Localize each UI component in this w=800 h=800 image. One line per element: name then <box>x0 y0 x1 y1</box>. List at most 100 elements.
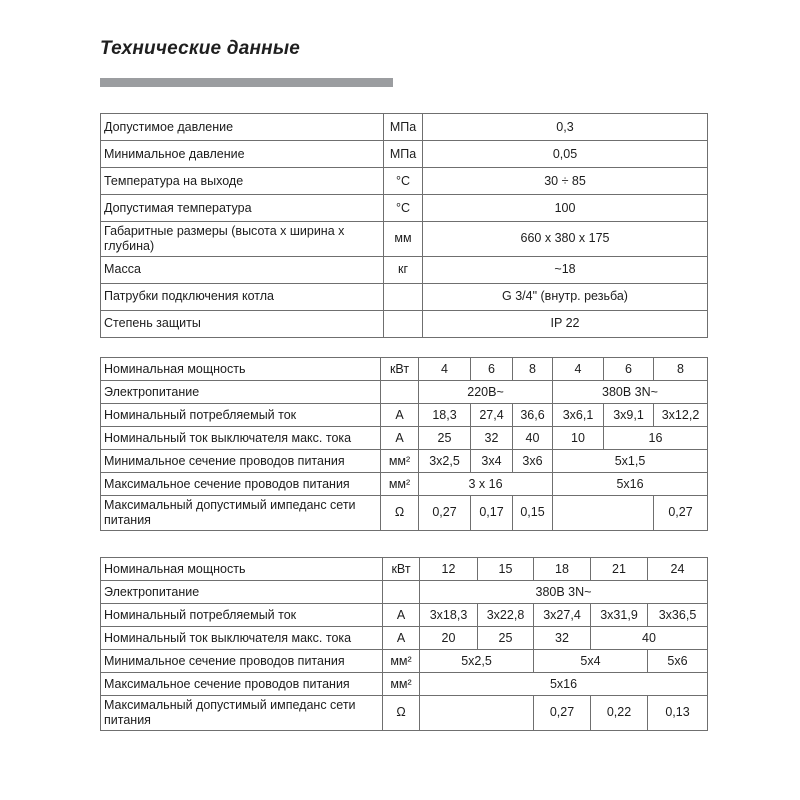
table-row: Номинальный ток выключателя макс. тока А 2… <box>100 426 708 450</box>
spec-value: 16 <box>603 426 708 450</box>
spec-value: 40 <box>590 626 708 650</box>
spec-value: 21 <box>590 557 648 581</box>
table-row: Максимальный допустимый импеданс сети пи… <box>100 495 708 531</box>
spec-unit: °С <box>383 194 423 222</box>
spec-unit: мм² <box>382 649 420 673</box>
spec-value: 32 <box>533 626 591 650</box>
spec-value: 5х16 <box>552 472 708 496</box>
table-row: Максимальное сечение проводов питания мм²… <box>100 672 708 696</box>
spec-value: 380В 3N~ <box>552 380 708 404</box>
spec-value: 3х36,5 <box>647 603 708 627</box>
table-row: Электропитание 220В~ 380В 3N~ <box>100 380 708 404</box>
power-specs-table-12-24kw: Номинальная мощность кВт 12 15 18 21 24 Электро… <box>100 557 708 731</box>
spec-value: 36,6 <box>512 403 553 427</box>
spec-value: 30 ÷ 85 <box>422 167 708 195</box>
spec-unit: МПа <box>383 140 423 168</box>
spec-value: 5х1,5 <box>552 449 708 473</box>
spec-value: 32 <box>470 426 513 450</box>
table-row: Степень защиты IP 22 <box>100 309 708 338</box>
table-row: Номинальный потребляемый ток А 18,3 27,4 36,… <box>100 403 708 427</box>
spec-value: 3х27,4 <box>533 603 591 627</box>
spec-value: 3х4 <box>470 449 513 473</box>
spec-label: Степень защиты <box>100 309 384 338</box>
spec-value: G 3/4" (внутр. резьба) <box>422 282 708 311</box>
general-specs-table: Допустимое давление МПа 0,3 Минимальное дав… <box>100 113 708 338</box>
spec-label: Минимальное давление <box>100 140 384 168</box>
table-row: Минимальное сечение проводов питания мм² 5… <box>100 649 708 673</box>
spec-value: 5х6 <box>647 649 708 673</box>
spec-value: 5х2,5 <box>419 649 534 673</box>
spec-unit <box>382 580 420 604</box>
table-row: Номинальная мощность кВт 12 15 18 21 24 <box>100 557 708 581</box>
table-row: Номинальный потребляемый ток А 3х18,3 3х22,… <box>100 603 708 627</box>
spec-value: IP 22 <box>422 309 708 338</box>
spec-unit: А <box>382 626 420 650</box>
spec-value: 27,4 <box>470 403 513 427</box>
power-specs-table-4-8kw: Номинальная мощность кВт 4 6 8 4 6 8 Электропита… <box>100 357 708 531</box>
table-row: Допустимая температура °С 100 <box>100 194 708 222</box>
spec-label: Минимальное сечение проводов питания <box>100 449 381 473</box>
spec-unit: кг <box>383 255 423 284</box>
page-title: Технические данные <box>100 38 301 59</box>
spec-label: Номинальный потребляемый ток <box>100 603 383 627</box>
spec-value: 40 <box>512 426 553 450</box>
spec-value: ~18 <box>422 255 708 284</box>
table-row: Габаритные размеры (высота х ширина х гл… <box>100 221 708 257</box>
spec-label: Габаритные размеры (высота х ширина х гл… <box>100 221 384 257</box>
spec-value: 3х9,1 <box>603 403 654 427</box>
spec-unit: Ω <box>382 695 420 731</box>
spec-label: Масса <box>100 255 384 284</box>
spec-value: 0,05 <box>422 140 708 168</box>
spec-value: 0,27 <box>653 495 708 531</box>
spec-value: 25 <box>477 626 534 650</box>
spec-label: Максимальный допустимый импеданс сети пи… <box>100 495 381 531</box>
spec-value: 20 <box>419 626 478 650</box>
spec-value: 15 <box>477 557 534 581</box>
spec-value: 380В 3N~ <box>419 580 708 604</box>
spec-value: 3х18,3 <box>419 603 478 627</box>
spec-label: Допустимая температура <box>100 194 384 222</box>
spec-unit: °С <box>383 167 423 195</box>
table-row: Электропитание 380В 3N~ <box>100 580 708 604</box>
spec-value: 5х4 <box>533 649 648 673</box>
spec-value: 0,27 <box>533 695 591 731</box>
spec-unit: А <box>380 426 419 450</box>
spec-unit: мм² <box>380 472 419 496</box>
spec-unit: А <box>382 603 420 627</box>
spec-label: Номинальная мощность <box>100 357 381 381</box>
spec-value: 5х16 <box>419 672 708 696</box>
spec-label: Максимальный допустимый импеданс сети пи… <box>100 695 383 731</box>
spec-label: Номинальная мощность <box>100 557 383 581</box>
spec-label: Максимальное сечение проводов питания <box>100 672 383 696</box>
spec-value: 0,15 <box>512 495 553 531</box>
spec-label: Электропитание <box>100 580 383 604</box>
table-row: Температура на выходе °С 30 ÷ 85 <box>100 167 708 195</box>
table-row: Допустимое давление МПа 0,3 <box>100 113 708 141</box>
spec-unit: мм² <box>380 449 419 473</box>
spec-value: 100 <box>422 194 708 222</box>
spec-label: Номинальный ток выключателя макс. тока <box>100 626 383 650</box>
spec-value: 4 <box>552 357 604 381</box>
spec-label: Допустимое давление <box>100 113 384 141</box>
spec-value: 25 <box>418 426 471 450</box>
spec-unit <box>383 282 423 311</box>
table-row: Минимальное сечение проводов питания мм² 3… <box>100 449 708 473</box>
spec-unit: Ω <box>380 495 419 531</box>
spec-value: 0,17 <box>470 495 513 531</box>
spec-value: 6 <box>603 357 654 381</box>
spec-unit: МПа <box>383 113 423 141</box>
table-row: Максимальное сечение проводов питания мм²… <box>100 472 708 496</box>
spec-label: Электропитание <box>100 380 381 404</box>
spec-value: 6 <box>470 357 513 381</box>
spec-unit <box>380 380 419 404</box>
spec-value: 3х6,1 <box>552 403 604 427</box>
spec-value: 4 <box>418 357 471 381</box>
spec-value: 8 <box>653 357 708 381</box>
title-underline-bar <box>100 78 393 87</box>
spec-value: 3 х 16 <box>418 472 553 496</box>
spec-label: Температура на выходе <box>100 167 384 195</box>
spec-value: 220В~ <box>418 380 553 404</box>
table-row: Масса кг ~18 <box>100 255 708 284</box>
table-row: Максимальный допустимый импеданс сети пи… <box>100 695 708 731</box>
